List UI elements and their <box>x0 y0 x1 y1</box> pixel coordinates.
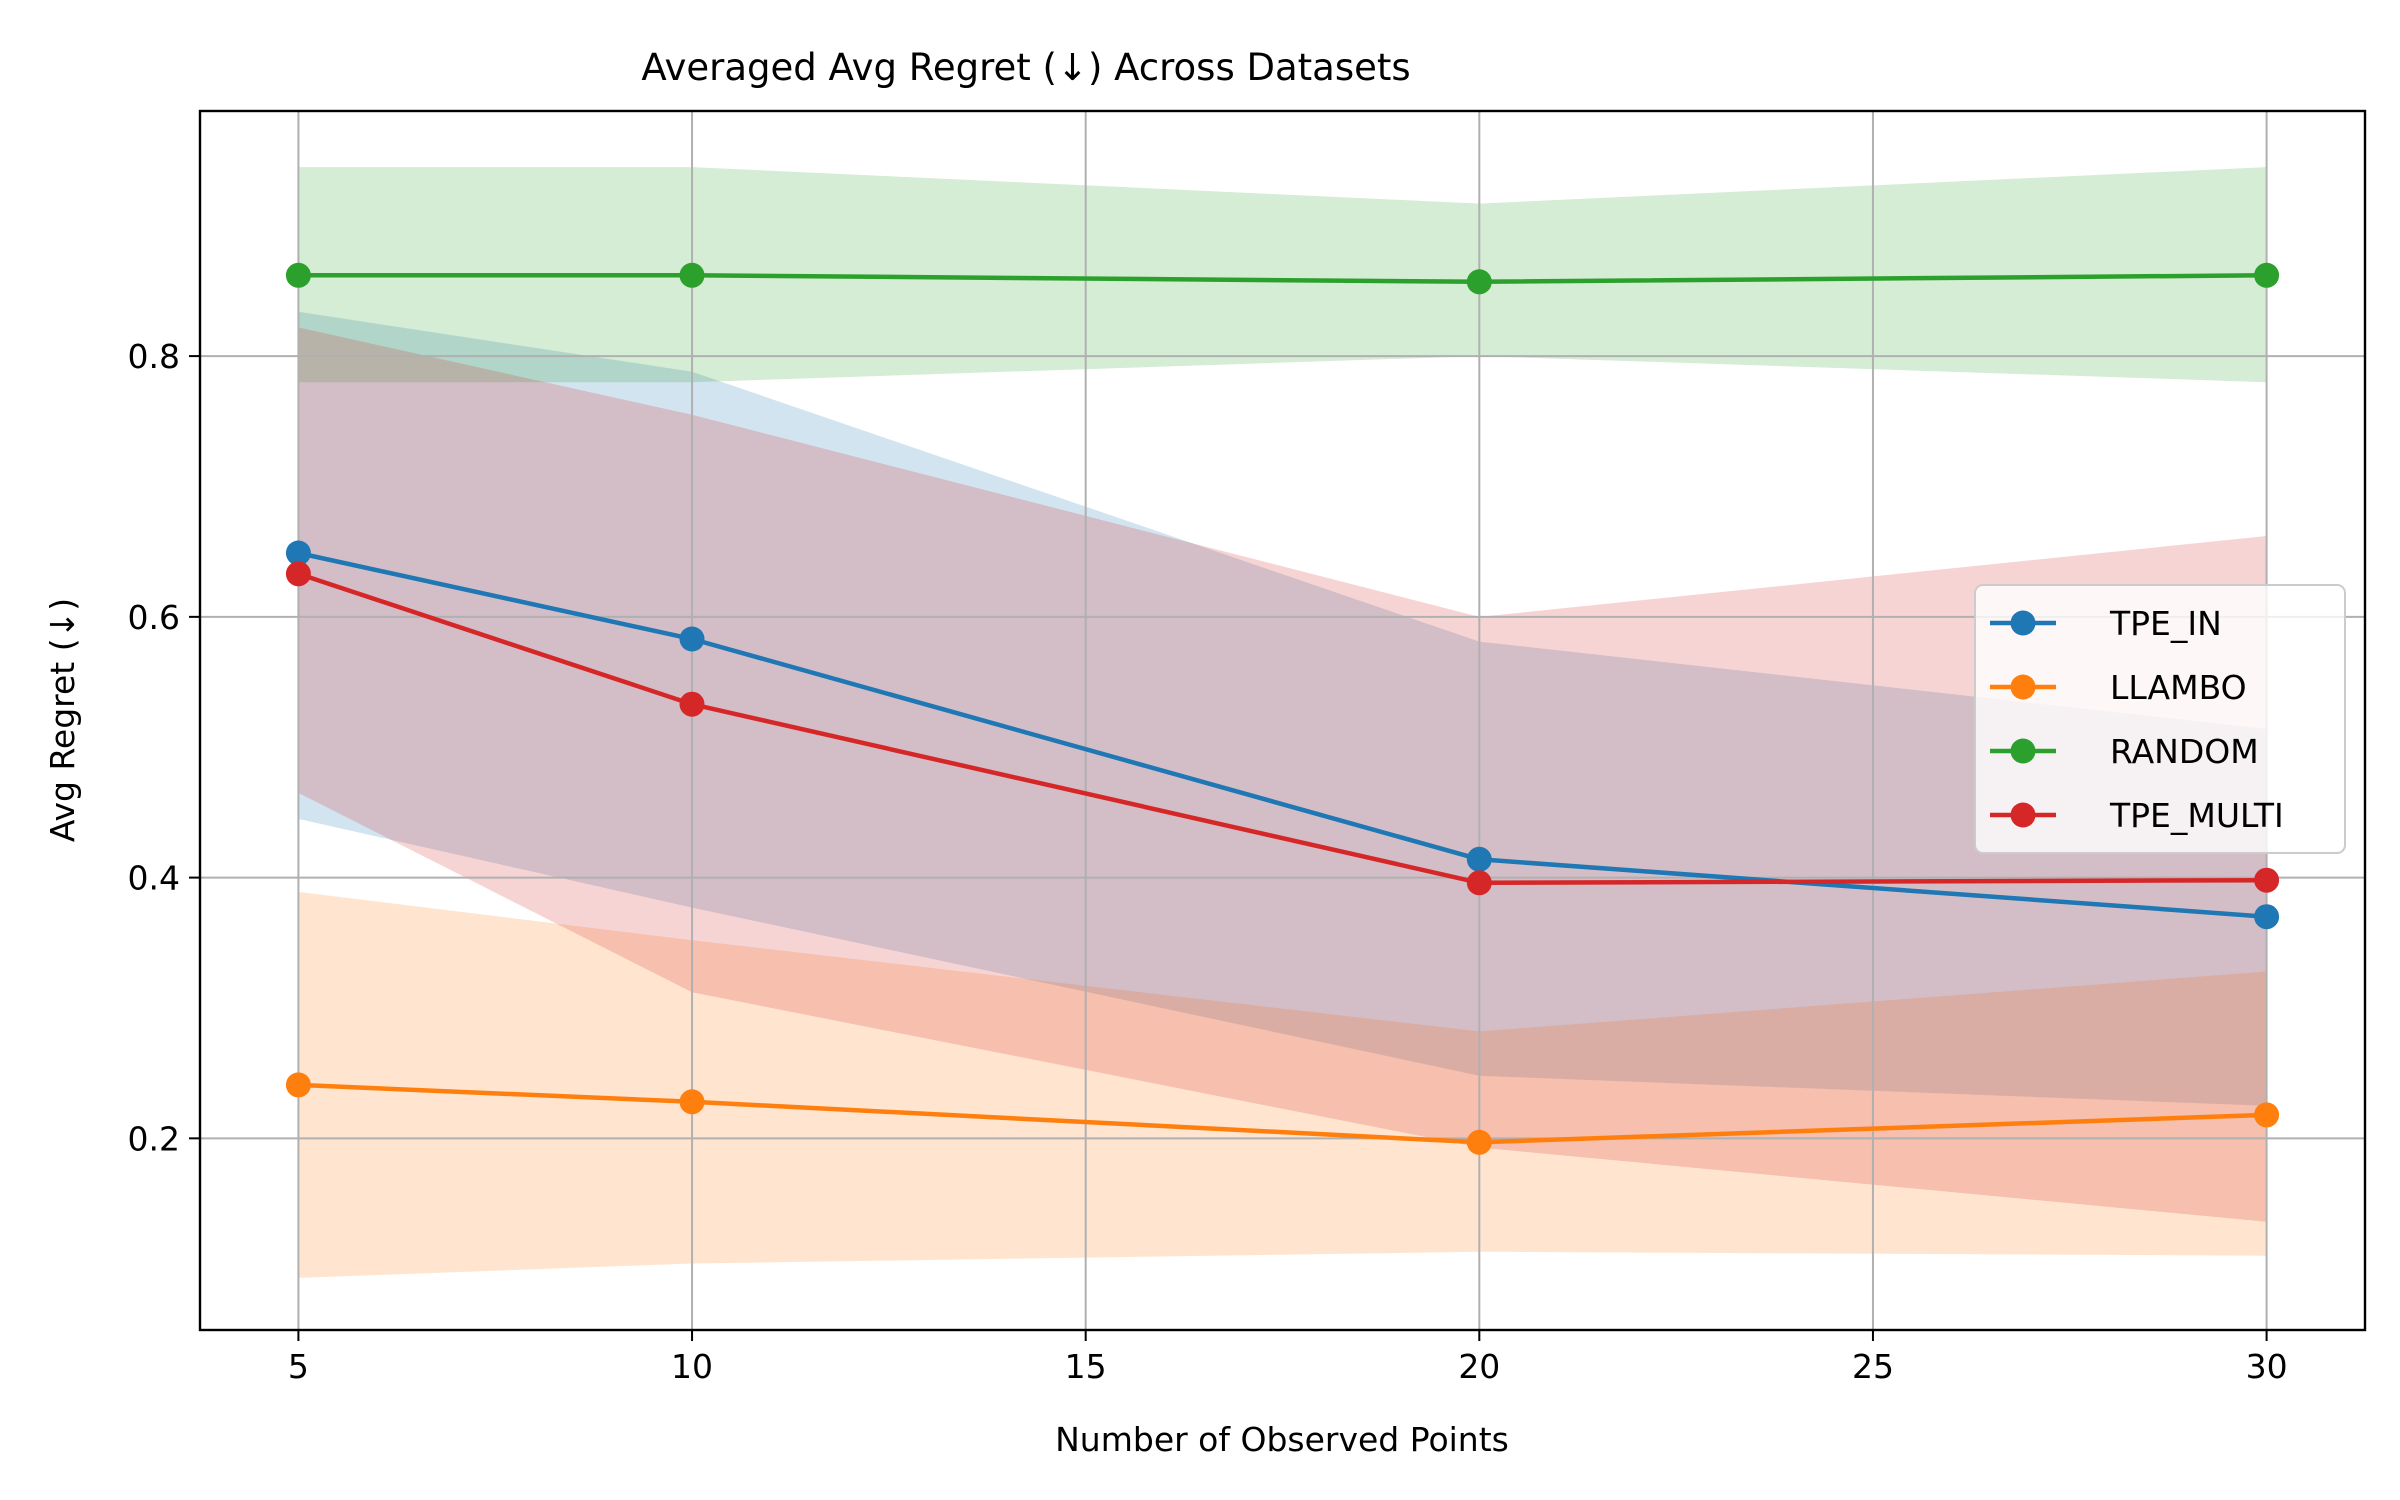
line-tpe-multi <box>297 571 2267 886</box>
point-tpe-multi <box>285 561 311 587</box>
point-llambo <box>285 1072 311 1098</box>
series-lines <box>285 262 2280 1155</box>
legend-label-llambo: LLAMBO <box>2110 668 2247 707</box>
plot-frame <box>198 109 2367 1332</box>
point-tpe-multi <box>1466 870 1492 896</box>
legend-swatch-marker-tpe-in <box>2010 610 2036 636</box>
band-llambo <box>298 891 2267 1278</box>
point-tpe-in <box>679 626 705 652</box>
y-tick-label: 0.4 <box>128 859 180 898</box>
band-random <box>298 167 2267 383</box>
point-tpe-in <box>285 540 311 566</box>
axis-ticks: 5 10 15 20 25 30 0.2 0.4 0.6 0.8 <box>128 337 2288 1386</box>
x-tick-label: 30 <box>2246 1347 2288 1386</box>
y-tick-label: 0.6 <box>128 598 180 637</box>
confidence-bands <box>298 167 2267 1278</box>
y-tick-label: 0.2 <box>128 1119 180 1158</box>
x-tick-label: 15 <box>1065 1347 1107 1386</box>
point-random <box>2254 262 2280 288</box>
x-tick-label: 5 <box>288 1347 309 1386</box>
point-tpe-multi <box>679 691 705 717</box>
point-llambo <box>2254 1102 2280 1128</box>
line-tpe-in <box>297 550 2267 919</box>
legend-frame <box>1974 584 2346 854</box>
point-random <box>679 262 705 288</box>
point-tpe-multi <box>2254 867 2280 893</box>
line-random <box>298 273 2267 285</box>
band-tpe-multi <box>298 327 2267 1222</box>
point-random <box>1466 269 1492 295</box>
y-axis-label: Avg Regret (↓) <box>43 598 82 842</box>
legend-label-random: RANDOM <box>2110 732 2259 771</box>
x-tick-label: 25 <box>1852 1347 1894 1386</box>
legend-swatch-marker-llambo <box>2010 674 2036 700</box>
line-llambo <box>298 1082 2267 1145</box>
point-llambo <box>679 1089 705 1115</box>
x-axis-label: Number of Observed Points <box>1055 1420 1509 1459</box>
legend-swatch-marker-tpe-multi <box>2010 802 2036 828</box>
point-tpe-in <box>1466 846 1492 872</box>
x-tick-label: 10 <box>671 1347 713 1386</box>
chart-title: Averaged Avg Regret (↓) Across Datasets <box>641 46 1410 89</box>
point-random <box>285 262 311 288</box>
legend: TPE_IN LLAMBO RANDOM TPE_MULTI <box>1974 584 2346 854</box>
y-tick-label: 0.8 <box>128 337 180 376</box>
band-tpe-in <box>298 311 2267 1106</box>
x-tick-label: 20 <box>1458 1347 1500 1386</box>
legend-swatch-marker-random <box>2010 738 2036 764</box>
legend-label-tpe-multi: TPE_MULTI <box>2109 796 2284 835</box>
point-tpe-in <box>2254 904 2280 930</box>
legend-label-tpe-in: TPE_IN <box>2109 604 2222 643</box>
point-llambo <box>1466 1129 1492 1155</box>
